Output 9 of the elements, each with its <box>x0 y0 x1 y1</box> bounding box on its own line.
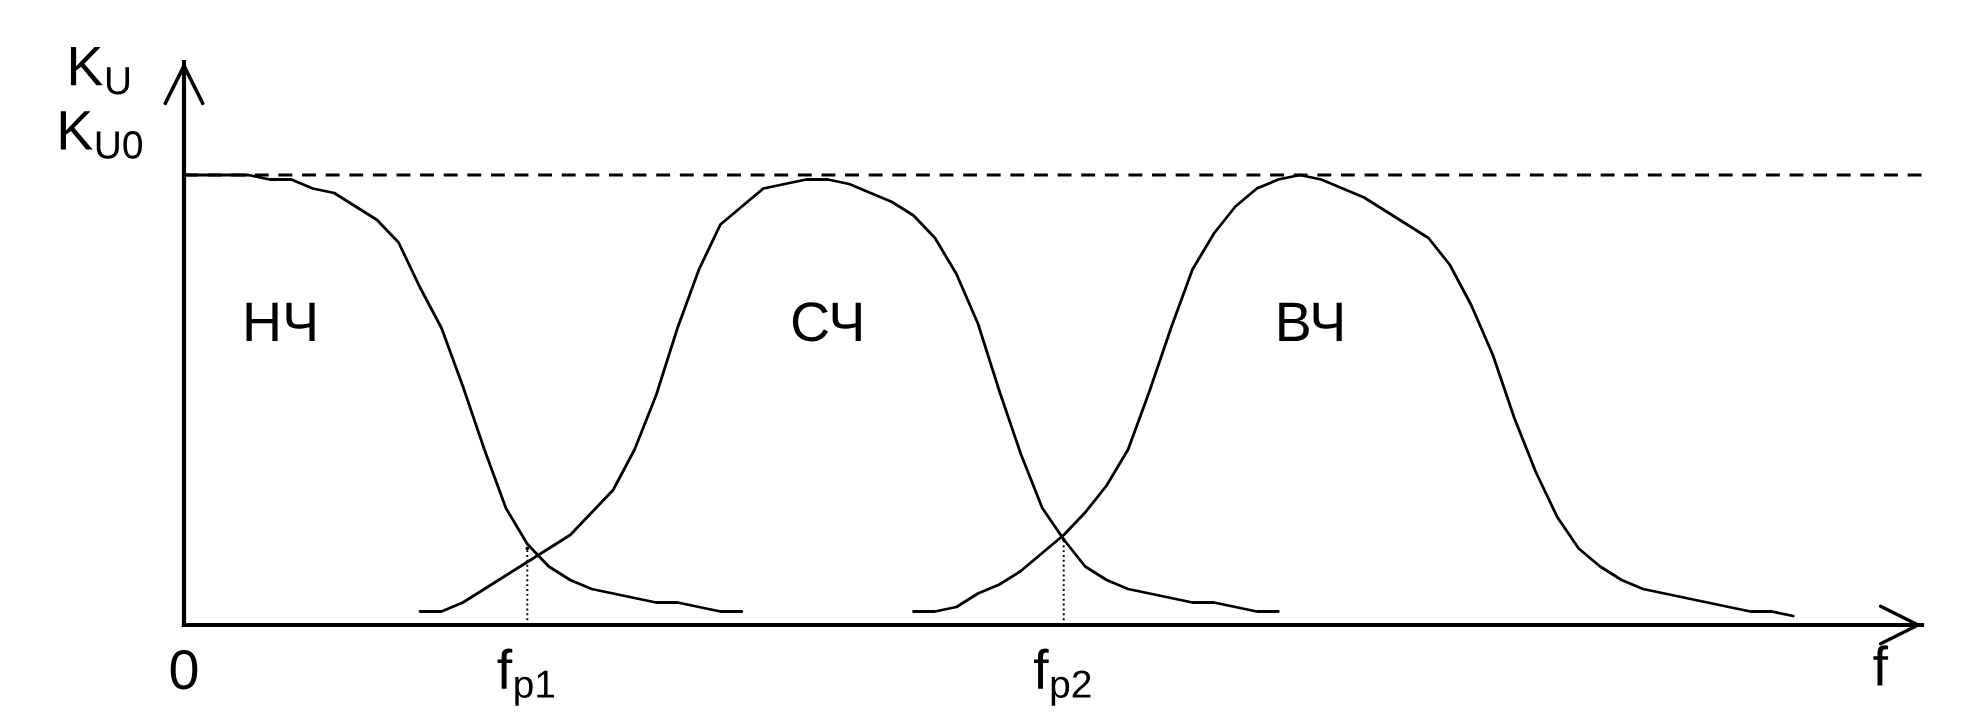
x-tick-label: f$_{p1}$ <box>497 648 555 706</box>
x-tick-label: f$_{p2}$ <box>1033 648 1091 706</box>
series-label: НЧ <box>246 302 315 341</box>
series-label: СЧ <box>792 302 861 342</box>
x-axis-title: f <box>1873 645 1889 686</box>
y-axis-title: K$_{U}$ <box>70 47 130 95</box>
x-tick-label: 0 <box>170 650 198 690</box>
ref-line-label: K$_{U0}$ <box>60 111 142 159</box>
series-label: ВЧ <box>1279 302 1342 341</box>
